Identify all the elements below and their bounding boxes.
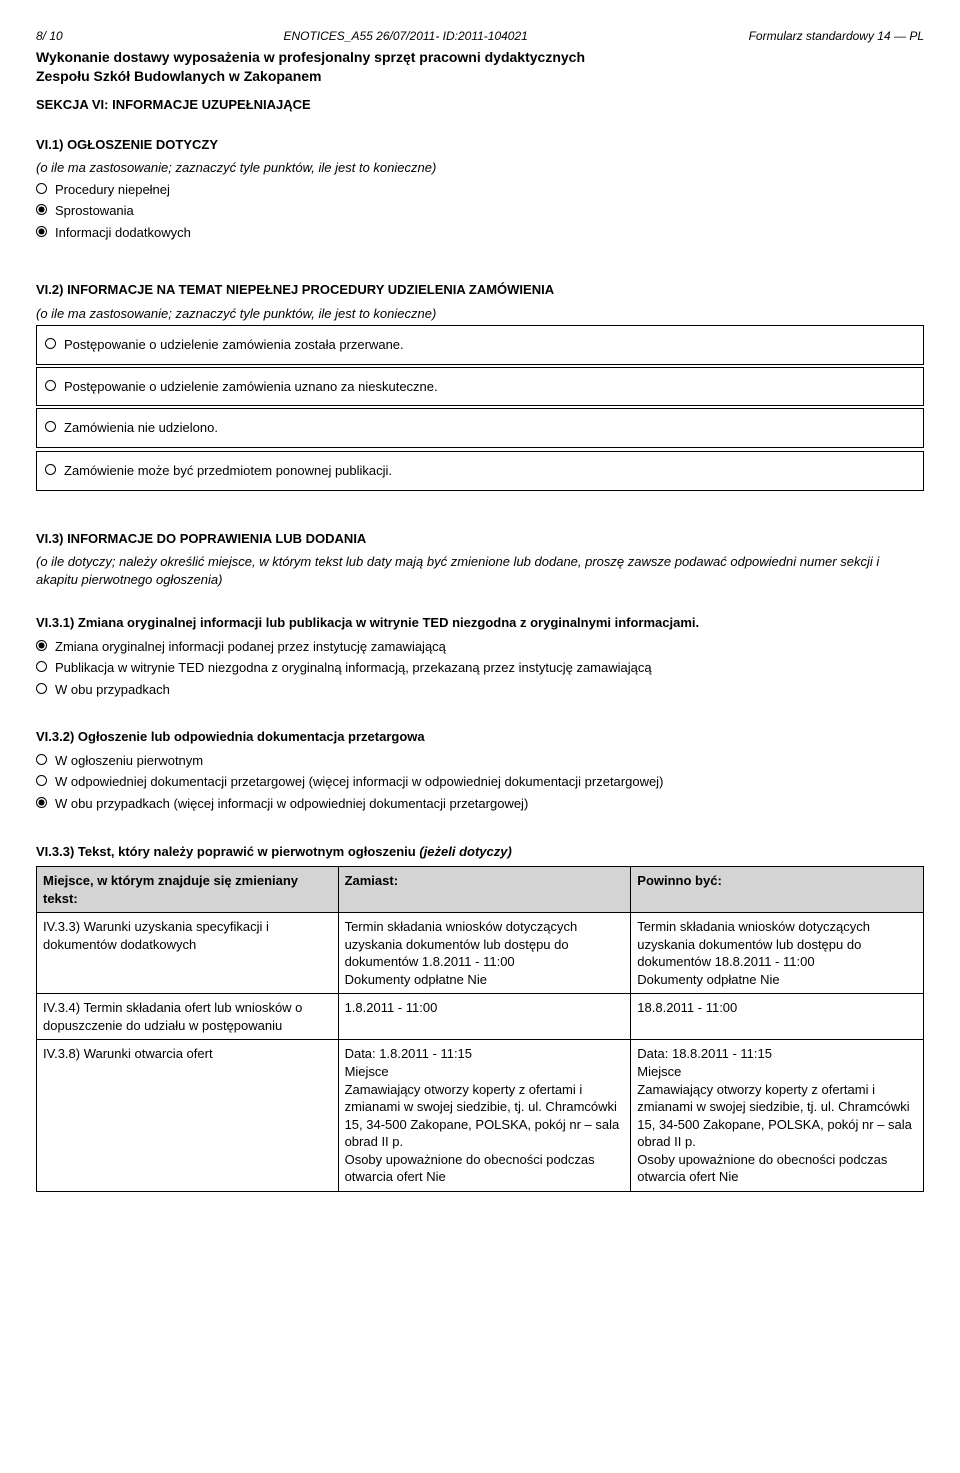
radio-icon xyxy=(36,661,47,672)
vi31-option-label: Publikacja w witrynie TED niezgodna z or… xyxy=(55,659,652,677)
vi3-heading-text: VI.3) INFORMACJE DO POPRAWIENIA LUB DODA… xyxy=(36,531,366,546)
vi32-option[interactable]: W ogłoszeniu pierwotnym xyxy=(36,752,924,770)
vi31-heading: VI.3.1) Zmiana oryginalnej informacji lu… xyxy=(36,614,924,632)
table-cell: IV.3.4) Termin składania ofert lub wnios… xyxy=(37,994,339,1040)
vi2-option[interactable]: Postępowanie o udzielenie zamówienia zos… xyxy=(45,336,915,354)
vi1-option[interactable]: Informacji dodatkowych xyxy=(36,224,924,242)
doc-title: Wykonanie dostawy wyposażenia w profesjo… xyxy=(36,48,924,86)
vi2-option-box: Postępowanie o udzielenie zamówienia zos… xyxy=(36,325,924,365)
radio-icon xyxy=(36,640,47,651)
vi32-option[interactable]: W odpowiedniej dokumentacji przetargowej… xyxy=(36,773,924,791)
vi2-option-box: Zamówienia nie udzielono. xyxy=(36,408,924,448)
table-row: IV.3.3) Warunki uzyskania specyfikacji i… xyxy=(37,913,924,994)
vi2-option-box: Zamówienie może być przedmiotem ponownej… xyxy=(36,451,924,491)
table-cell: Termin składania wniosków dotyczących uz… xyxy=(338,913,631,994)
radio-icon xyxy=(45,380,56,391)
vi3-note: (o ile dotyczy; należy określić miejsce,… xyxy=(36,553,924,588)
header-center: ENOTICES_A55 26/07/2011- ID:2011-104021 xyxy=(283,28,527,44)
vi31-option-label: W obu przypadkach xyxy=(55,681,170,699)
vi2-note: (o ile ma zastosowanie; zaznaczyć tyle p… xyxy=(36,305,924,323)
vi1-option[interactable]: Procedury niepełnej xyxy=(36,181,924,199)
table-cell: Data: 18.8.2011 - 11:15MiejsceZamawiając… xyxy=(631,1040,924,1191)
vi2-heading-text: VI.2) INFORMACJE NA TEMAT NIEPEŁNEJ PROC… xyxy=(36,282,554,297)
col-instead: Zamiast: xyxy=(338,867,631,913)
change-table: Miejsce, w którym znajduje się zmieniany… xyxy=(36,866,924,1192)
vi33-heading-note: (jeżeli dotyczy) xyxy=(416,844,512,859)
vi3-heading: VI.3) INFORMACJE DO POPRAWIENIA LUB DODA… xyxy=(36,530,924,548)
vi32-heading: VI.3.2) Ogłoszenie lub odpowiednia dokum… xyxy=(36,728,924,746)
vi1-option-label: Informacji dodatkowych xyxy=(55,224,191,242)
table-cell: 18.8.2011 - 11:00 xyxy=(631,994,924,1040)
vi1-option-label: Sprostowania xyxy=(55,202,134,220)
vi1-note: (o ile ma zastosowanie; zaznaczyć tyle p… xyxy=(36,159,924,177)
header-left: 8/ 10 xyxy=(36,28,63,44)
vi1-heading: VI.1) OGŁOSZENIE DOTYCZY xyxy=(36,136,924,154)
radio-icon xyxy=(45,464,56,475)
vi2-option-label: Postępowanie o udzielenie zamówienia zos… xyxy=(64,336,404,354)
radio-icon xyxy=(36,204,47,215)
vi2-option[interactable]: Zamówienia nie udzielono. xyxy=(45,419,915,437)
vi2-block: VI.2) INFORMACJE NA TEMAT NIEPEŁNEJ PROC… xyxy=(36,281,924,490)
vi2-option-box: Postępowanie o udzielenie zamówienia uzn… xyxy=(36,367,924,407)
vi1-heading-text: VI.1) OGŁOSZENIE DOTYCZY xyxy=(36,137,218,152)
vi31-option[interactable]: Zmiana oryginalnej informacji podanej pr… xyxy=(36,638,924,656)
vi32-option-label: W obu przypadkach (więcej informacji w o… xyxy=(55,795,528,813)
radio-icon xyxy=(45,338,56,349)
vi2-heading: VI.2) INFORMACJE NA TEMAT NIEPEŁNEJ PROC… xyxy=(36,281,924,299)
radio-icon xyxy=(45,421,56,432)
header-right: Formularz standardowy 14 — PL xyxy=(749,28,924,44)
vi2-option-label: Zamówienie może być przedmiotem ponownej… xyxy=(64,462,392,480)
section-vi-heading: SEKCJA VI: INFORMACJE UZUPEŁNIAJĄCE xyxy=(36,96,924,114)
col-shouldbe: Powinno być: xyxy=(631,867,924,913)
page-header: 8/ 10 ENOTICES_A55 26/07/2011- ID:2011-1… xyxy=(36,28,924,44)
radio-icon xyxy=(36,683,47,694)
title-line-1: Wykonanie dostawy wyposażenia w profesjo… xyxy=(36,48,924,67)
vi32-option-label: W ogłoszeniu pierwotnym xyxy=(55,752,203,770)
table-row: IV.3.4) Termin składania ofert lub wnios… xyxy=(37,994,924,1040)
table-row: IV.3.8) Warunki otwarcia ofertData: 1.8.… xyxy=(37,1040,924,1191)
vi32-option-label: W odpowiedniej dokumentacji przetargowej… xyxy=(55,773,663,791)
vi31-block: VI.3.1) Zmiana oryginalnej informacji lu… xyxy=(36,614,924,698)
vi32-option[interactable]: W obu przypadkach (więcej informacji w o… xyxy=(36,795,924,813)
title-line-2: Zespołu Szkół Budowlanych w Zakopanem xyxy=(36,67,924,86)
radio-icon xyxy=(36,183,47,194)
vi2-option[interactable]: Postępowanie o udzielenie zamówienia uzn… xyxy=(45,378,915,396)
vi33-heading: VI.3.3) Tekst, który należy poprawić w p… xyxy=(36,843,924,861)
table-cell: IV.3.8) Warunki otwarcia ofert xyxy=(37,1040,339,1191)
vi33-block: VI.3.3) Tekst, który należy poprawić w p… xyxy=(36,843,924,1192)
radio-icon xyxy=(36,754,47,765)
vi33-heading-bold: VI.3.3) Tekst, który należy poprawić w p… xyxy=(36,844,416,859)
vi2-option[interactable]: Zamówienie może być przedmiotem ponownej… xyxy=(45,462,915,480)
vi31-option[interactable]: W obu przypadkach xyxy=(36,681,924,699)
vi3-block: VI.3) INFORMACJE DO POPRAWIENIA LUB DODA… xyxy=(36,530,924,589)
vi32-block: VI.3.2) Ogłoszenie lub odpowiednia dokum… xyxy=(36,728,924,812)
vi31-option-label: Zmiana oryginalnej informacji podanej pr… xyxy=(55,638,446,656)
vi2-option-label: Zamówienia nie udzielono. xyxy=(64,419,218,437)
radio-icon xyxy=(36,226,47,237)
vi1-option[interactable]: Sprostowania xyxy=(36,202,924,220)
table-cell: 1.8.2011 - 11:00 xyxy=(338,994,631,1040)
table-cell: Data: 1.8.2011 - 11:15MiejsceZamawiający… xyxy=(338,1040,631,1191)
vi2-option-label: Postępowanie o udzielenie zamówienia uzn… xyxy=(64,378,438,396)
radio-icon xyxy=(36,775,47,786)
vi1-option-label: Procedury niepełnej xyxy=(55,181,170,199)
table-cell: Termin składania wniosków dotyczących uz… xyxy=(631,913,924,994)
vi31-option[interactable]: Publikacja w witrynie TED niezgodna z or… xyxy=(36,659,924,677)
col-place: Miejsce, w którym znajduje się zmieniany… xyxy=(37,867,339,913)
table-cell: IV.3.3) Warunki uzyskania specyfikacji i… xyxy=(37,913,339,994)
radio-icon xyxy=(36,797,47,808)
vi1-block: VI.1) OGŁOSZENIE DOTYCZY (o ile ma zasto… xyxy=(36,136,924,242)
